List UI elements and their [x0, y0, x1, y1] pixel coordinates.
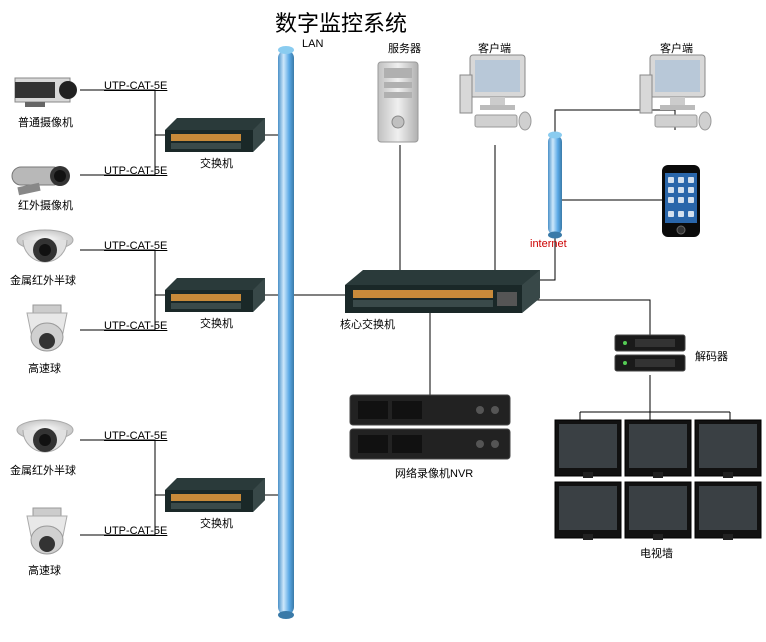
switch-label: 交换机	[200, 155, 233, 171]
switch-label: 交换机	[200, 515, 233, 531]
box-camera-icon	[15, 78, 77, 107]
core-switch-icon	[345, 270, 540, 313]
decoder-label: 解码器	[695, 348, 728, 364]
access-switch-icon	[165, 118, 265, 152]
nvr-icon	[350, 395, 510, 459]
tv-wall-label: 电视墙	[640, 545, 673, 561]
camera-label: 金属红外半球	[10, 462, 76, 478]
core-switch-label: 核心交换机	[340, 316, 395, 332]
cable-label: UTP-CAT-5E	[104, 165, 167, 177]
speed-dome-icon	[27, 508, 67, 554]
ir-bullet-camera-icon	[12, 166, 70, 195]
internet-label: internet	[530, 238, 567, 250]
camera-label: 高速球	[28, 562, 61, 578]
switch-label: 交换机	[200, 315, 233, 331]
speed-dome-icon	[27, 305, 67, 351]
cable-label: UTP-CAT-5E	[104, 240, 167, 252]
client-label: 客户端	[660, 40, 693, 56]
tv-wall-icon	[555, 420, 761, 540]
cable-label: UTP-CAT-5E	[104, 430, 167, 442]
client-pc-icon	[460, 55, 531, 130]
decoder-icon	[615, 335, 685, 371]
dome-camera-icon	[17, 230, 73, 262]
cable-label: UTP-CAT-5E	[104, 80, 167, 92]
access-switch-icon	[165, 478, 265, 512]
camera-label: 普通摄像机	[18, 114, 73, 130]
internet-pipe	[548, 132, 562, 239]
lan-label: LAN	[302, 38, 323, 50]
client-label: 客户端	[478, 40, 511, 56]
server-label: 服务器	[388, 40, 421, 56]
server-icon	[378, 62, 418, 142]
dome-camera-icon	[17, 420, 73, 452]
camera-label: 金属红外半球	[10, 272, 76, 288]
cable-label: UTP-CAT-5E	[104, 320, 167, 332]
camera-label: 红外摄像机	[18, 197, 73, 213]
access-switch-icon	[165, 278, 265, 312]
camera-label: 高速球	[28, 360, 61, 376]
nvr-label: 网络录像机NVR	[395, 465, 473, 481]
smartphone-icon	[662, 165, 700, 237]
diagram-title: 数字监控系统	[275, 6, 407, 38]
lan-pipe	[278, 46, 294, 619]
client-pc-icon	[640, 55, 711, 130]
cable-label: UTP-CAT-5E	[104, 525, 167, 537]
